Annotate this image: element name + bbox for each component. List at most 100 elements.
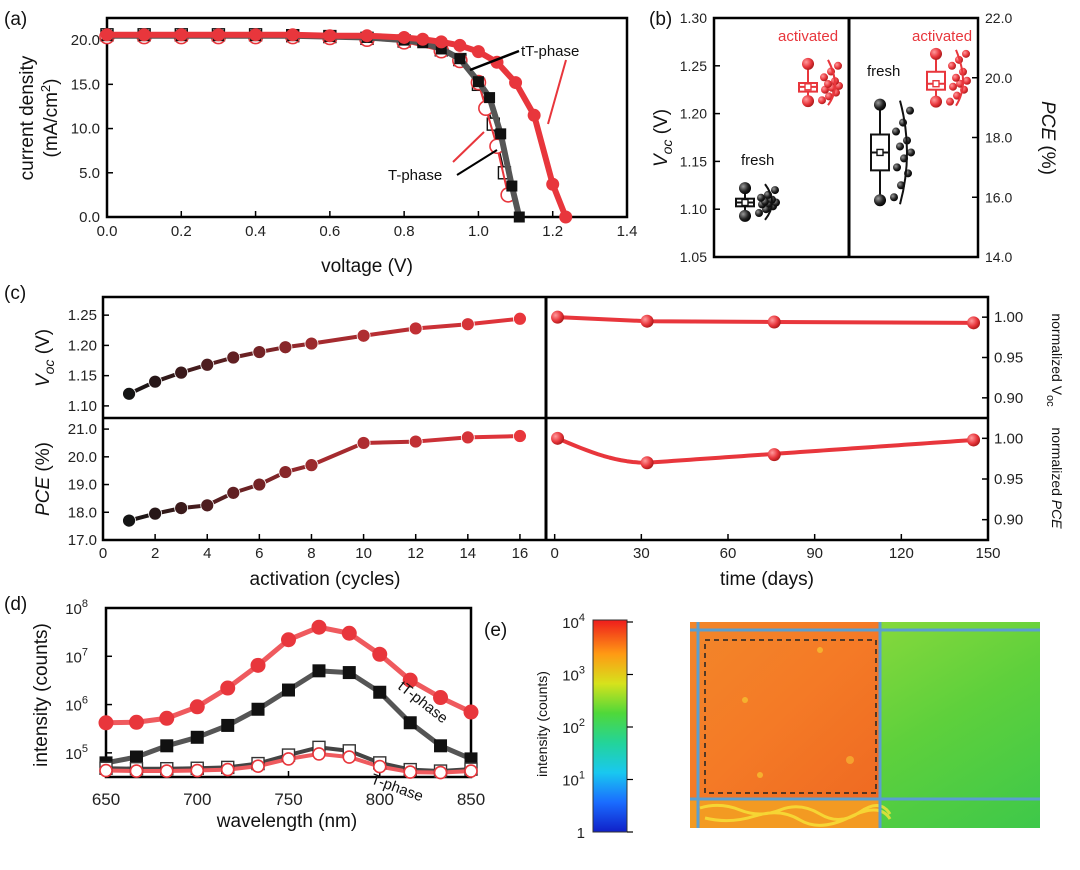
data-point xyxy=(174,501,189,516)
data-point xyxy=(403,716,417,730)
data-point xyxy=(820,73,828,82)
data-point xyxy=(962,49,970,58)
data-point xyxy=(416,32,430,46)
data-point xyxy=(527,108,541,122)
x-tick-label: 0.6 xyxy=(319,223,340,240)
lower-cell-texture xyxy=(699,803,892,827)
right-tick-label: 0.95 xyxy=(994,471,1023,488)
panel-c-xlabel-right: time (days) xyxy=(720,569,814,590)
data-point xyxy=(99,763,113,778)
y-tick-label: 0.0 xyxy=(79,209,100,226)
series-segment xyxy=(309,440,366,468)
x-tick-label: 0.2 xyxy=(171,223,192,240)
y-tick-label: 17.0 xyxy=(68,532,97,549)
right-tick-label: 0.90 xyxy=(994,390,1023,407)
y-tick-label: 20.0 xyxy=(68,449,97,466)
panel-c-ylabel-voc: Voc (V) xyxy=(33,329,57,387)
x-tick-label: 0.4 xyxy=(245,223,266,240)
T-phase-pointer-black xyxy=(456,149,498,176)
outlier-point xyxy=(802,95,814,108)
data-point xyxy=(513,211,525,223)
y-tick-label: 20.0 xyxy=(71,32,100,49)
data-point xyxy=(509,76,523,90)
data-point xyxy=(360,29,374,43)
data-point xyxy=(952,73,960,82)
data-point xyxy=(159,710,175,726)
data-point xyxy=(220,762,235,777)
x-tick-label: 30 xyxy=(633,545,650,562)
panel-c-xlabel-left: activation (cycles) xyxy=(250,569,401,590)
colorbar-label: intensity (counts) xyxy=(534,671,550,777)
data-point xyxy=(434,35,448,49)
data-point xyxy=(907,148,915,157)
data-point xyxy=(249,28,263,42)
data-point xyxy=(755,209,763,218)
data-point xyxy=(460,430,475,445)
colorbar xyxy=(592,619,628,833)
data-point xyxy=(100,28,114,42)
data-point xyxy=(967,316,981,330)
panel-c-ylabel-norm-pce: normalized PCE xyxy=(1049,427,1065,529)
data-point xyxy=(771,186,779,195)
y-tick-label: 107 xyxy=(65,646,88,666)
data-point xyxy=(286,28,300,42)
y-tick-label: 21.0 xyxy=(68,421,97,438)
data-point xyxy=(906,106,914,115)
spot xyxy=(846,756,854,764)
x-tick-label: 1.0 xyxy=(468,223,489,240)
series-segment xyxy=(413,435,470,444)
series-segment xyxy=(413,322,470,331)
fresh-pce-label: fresh xyxy=(867,63,900,80)
panel-a-ylabel-line1: current density xyxy=(17,55,38,180)
outlier-point xyxy=(739,182,751,195)
norm-voc-line xyxy=(555,315,976,325)
x-tick-label: 1.2 xyxy=(542,223,563,240)
y-tick-label: 1.10 xyxy=(68,398,97,415)
outlier-point xyxy=(874,98,886,111)
data-point xyxy=(640,456,654,470)
data-point xyxy=(304,336,319,351)
data-point xyxy=(281,632,296,648)
data-point xyxy=(403,765,418,779)
data-point xyxy=(278,340,293,355)
data-point xyxy=(397,30,411,44)
data-point xyxy=(834,61,842,70)
data-point xyxy=(311,619,327,635)
data-point xyxy=(174,365,189,380)
x-tick-label: 2 xyxy=(151,545,159,562)
colorbar-tick-label: 104 xyxy=(562,612,585,632)
x-tick-label: 16 xyxy=(512,545,529,562)
y-tick-label: 1.20 xyxy=(68,337,97,354)
data-point xyxy=(433,690,449,706)
data-point xyxy=(122,513,136,528)
activated-voc-label: activated xyxy=(778,28,838,45)
data-point xyxy=(434,739,448,753)
violin-outline xyxy=(955,49,964,107)
panel-e-pl-image: 1 101 102 103 104 intensity (counts) xyxy=(534,612,1040,842)
data-point xyxy=(890,193,898,202)
right-tick-label: 20.0 xyxy=(985,70,1012,86)
x-tick-label: 800 xyxy=(366,790,394,809)
outlier-point xyxy=(802,57,814,70)
data-point xyxy=(546,177,560,191)
data-point xyxy=(946,97,954,106)
y-tick-label: 1.15 xyxy=(68,368,97,385)
x-tick-label: 700 xyxy=(183,790,211,809)
data-point xyxy=(148,374,163,389)
panel-label-e: (e) xyxy=(484,620,507,641)
series-segment xyxy=(361,439,418,445)
y-tick-label: 15.0 xyxy=(71,76,100,93)
x-tick-label: 0 xyxy=(99,545,107,562)
data-point xyxy=(159,764,174,778)
panel-label-b: (b) xyxy=(649,9,672,30)
data-point xyxy=(464,764,478,778)
data-point xyxy=(251,702,265,716)
data-point xyxy=(323,29,337,43)
data-point xyxy=(211,28,225,42)
panel-a-xlabel: voltage (V) xyxy=(321,256,413,277)
x-tick-label: 90 xyxy=(806,545,823,562)
x-tick-label: 1.4 xyxy=(617,223,638,240)
y-tick-label: 19.0 xyxy=(68,477,97,494)
